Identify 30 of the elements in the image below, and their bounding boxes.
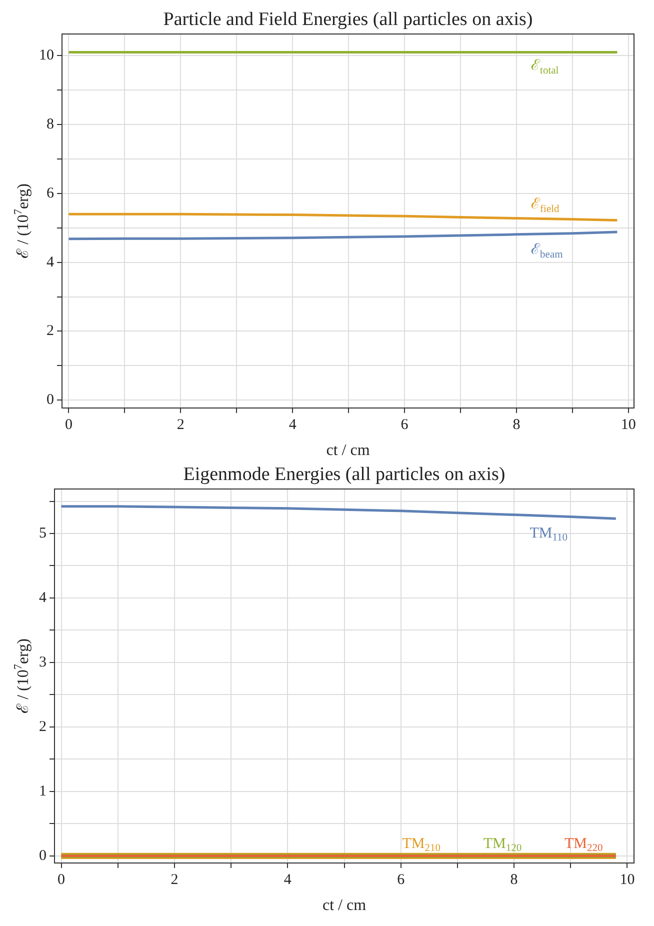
chart-title: Eigenmode Energies (all particles on axis) [183, 464, 506, 485]
y-tick-label: 8 [46, 116, 54, 133]
x-tick-label: 0 [64, 416, 72, 433]
y-tick-label: 1 [39, 783, 46, 800]
x-tick-label: 6 [397, 872, 406, 888]
y-tick-label: 0 [39, 848, 46, 864]
x-tick-label: 10 [620, 416, 636, 433]
y-axis-title: ℰ / (107erg) [12, 638, 32, 714]
x-axis-title: ct / cm [326, 442, 370, 460]
x-tick-label: 8 [510, 872, 518, 888]
y-tick-label: 10 [39, 48, 54, 64]
x-tick-label: 6 [400, 416, 409, 433]
y-tick-label: 0 [46, 392, 54, 408]
x-tick-label: 8 [512, 416, 520, 433]
chart-title: Particle and Field Energies (all particles on axis) [163, 8, 533, 30]
x-axis-title: ct / cm [322, 897, 367, 914]
x-tick-label: 4 [288, 416, 297, 433]
y-tick-label: 5 [39, 525, 46, 542]
x-tick-label: 2 [170, 872, 178, 888]
y-tick-label: 3 [39, 654, 46, 670]
x-tick-label: 4 [284, 872, 292, 888]
y-tick-label: 4 [46, 254, 54, 270]
y-tick-label: 2 [46, 323, 54, 340]
x-tick-label: 2 [176, 416, 184, 433]
y-tick-label: 6 [46, 185, 54, 202]
y-axis-title: ℰ / (107erg) [12, 184, 32, 258]
x-tick-label: 10 [620, 872, 635, 888]
y-tick-label: 2 [39, 718, 46, 735]
y-tick-label: 4 [39, 590, 47, 606]
x-tick-label: 0 [58, 872, 66, 888]
